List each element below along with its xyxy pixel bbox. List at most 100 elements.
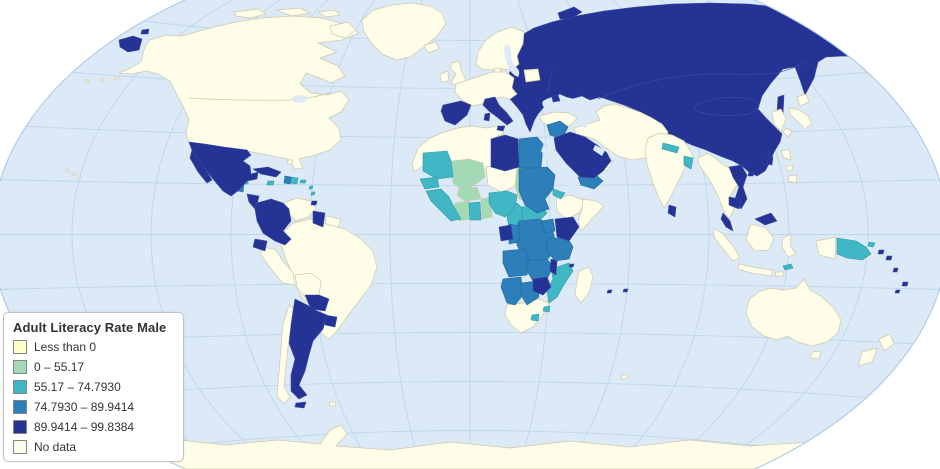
island-bahamas — [286, 159, 294, 165]
legend-swatch-no-data — [13, 440, 27, 454]
country-guinea-coast — [425, 188, 462, 222]
region-baja-california — [189, 149, 213, 184]
country-brazil — [280, 218, 378, 340]
country-chukotka — [118, 35, 143, 53]
country-philippines — [780, 148, 798, 184]
country-bangladesh — [683, 155, 694, 170]
country-argentina — [288, 298, 328, 400]
legend-label: No data — [34, 440, 77, 454]
country-zimbabwe — [532, 276, 552, 296]
border-russia-china — [597, 61, 805, 100]
legend-title: Adult Literacy Rate Male — [13, 320, 167, 335]
country-kenya — [554, 216, 580, 242]
great-lakes — [292, 95, 308, 103]
legend-label: Less than 0 — [34, 340, 97, 354]
country-colombia — [254, 198, 292, 246]
legend-swatch-55-74 — [13, 380, 27, 394]
regions-class-89-99[interactable] — [118, 2, 918, 177]
baltic-sea — [504, 44, 520, 77]
country-papua-new-guinea — [836, 237, 876, 261]
legend-item-less-than-0: Less than 0 — [13, 340, 174, 354]
country-libya — [490, 134, 520, 172]
country-swaziland — [542, 305, 551, 313]
caspian-sea — [578, 100, 590, 128]
country-australia — [745, 278, 842, 347]
country-indonesia — [713, 223, 837, 277]
country-namibia — [500, 276, 524, 306]
country-uganda — [540, 218, 556, 234]
island-taiwan — [766, 156, 774, 166]
country-sudan — [518, 166, 556, 214]
legend-swatch-74-89 — [13, 400, 27, 414]
country-ethiopia — [555, 194, 586, 220]
country-burkina-faso — [456, 186, 482, 202]
country-lesotho — [530, 313, 540, 322]
legend-swatch-0-55 — [13, 360, 27, 374]
country-new-zealand — [857, 333, 895, 367]
country-mali — [450, 158, 486, 192]
region-scandinavia — [475, 26, 525, 71]
region-crimea — [551, 94, 561, 103]
map-legend: Adult Literacy Rate Male Less than 0 0 –… — [3, 312, 184, 462]
country-belarus — [523, 68, 541, 83]
islands-hawaii — [65, 169, 82, 179]
region-tierra-del-fuego — [294, 401, 307, 409]
country-vietnam — [728, 164, 748, 210]
island-trinidad — [310, 200, 318, 206]
legend-item-no-data: No data — [13, 440, 174, 454]
region-western-europe — [454, 71, 518, 107]
country-turkey — [538, 111, 578, 128]
legend-swatch-less-than-0 — [13, 340, 27, 354]
country-italy — [482, 96, 514, 132]
country-mexico — [188, 141, 259, 197]
country-sri-lanka — [667, 204, 677, 218]
country-peru — [260, 246, 296, 286]
country-haiti — [283, 175, 292, 185]
legend-label: 74.7930 – 89.9414 — [34, 400, 135, 414]
country-mauritania — [422, 150, 454, 180]
country-japan — [782, 93, 813, 138]
border-mongolia — [694, 96, 760, 116]
island-jamaica — [266, 180, 275, 186]
region-iran-iraq-central-asia — [573, 103, 669, 161]
country-iceland — [423, 41, 440, 54]
islands-lesser-antilles — [308, 185, 316, 196]
country-cuba — [252, 166, 282, 178]
country-russia-china-block — [504, 2, 918, 177]
country-eritrea — [552, 188, 566, 200]
country-madagascar — [574, 266, 594, 304]
island-novaya-zemlya — [557, 6, 583, 20]
country-spain-portugal — [440, 100, 472, 126]
islands-indian-ocean — [568, 263, 629, 294]
persian-gulf — [593, 145, 605, 156]
regions-class-55-74[interactable] — [244, 142, 876, 322]
legend-item-55-74: 55.17 – 74.7930 — [13, 380, 174, 394]
legend-label: 0 – 55.17 — [34, 360, 85, 374]
legend-swatch-89-99 — [13, 420, 27, 434]
country-india — [644, 132, 695, 209]
islands-canadian-arctic — [233, 7, 357, 39]
country-ghana — [468, 201, 482, 221]
regions-class-89-99-other[interactable] — [188, 96, 909, 409]
country-ecuador — [252, 238, 268, 252]
country-saudi-arabia — [553, 131, 612, 179]
legend-item-74-89: 74.7930 – 89.9414 — [13, 400, 174, 414]
country-gabon — [498, 224, 514, 242]
country-dominican-republic — [289, 176, 299, 185]
country-cambodia — [728, 196, 742, 210]
country-east-timor — [782, 263, 794, 271]
red-sea — [541, 146, 577, 190]
country-ireland — [439, 70, 450, 83]
black-sea — [542, 96, 581, 111]
country-nepal — [661, 142, 680, 154]
island-wrangel — [140, 28, 150, 35]
islands-aleutian — [84, 76, 120, 83]
islands-melanesia — [877, 249, 909, 294]
island-tasmania — [809, 350, 822, 360]
country-guyana — [312, 210, 326, 228]
inland-seas — [292, 44, 605, 190]
country-angola — [502, 248, 530, 278]
island-puerto-rico — [299, 179, 307, 184]
